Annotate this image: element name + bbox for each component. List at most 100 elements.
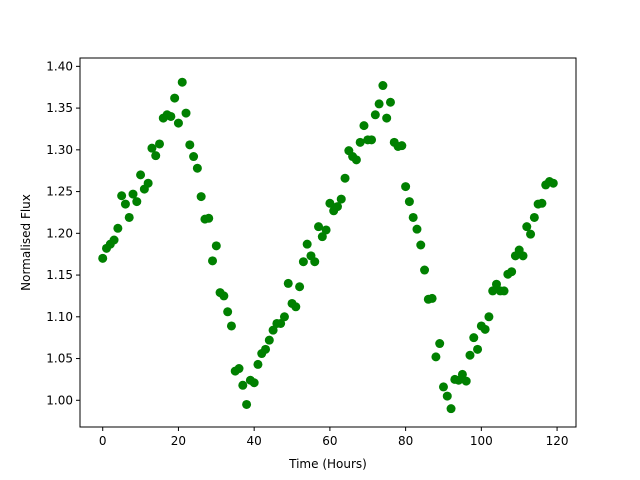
data-point — [128, 189, 138, 199]
data-point — [124, 212, 134, 222]
data-point — [143, 178, 153, 188]
data-point — [109, 235, 119, 245]
data-point — [499, 286, 509, 296]
data-point — [518, 251, 528, 261]
data-point — [435, 339, 445, 349]
data-point — [192, 163, 202, 173]
data-point — [181, 108, 191, 118]
data-point — [196, 192, 206, 202]
data-point — [166, 111, 176, 121]
data-point — [295, 282, 305, 292]
data-point — [469, 333, 479, 343]
data-point — [302, 239, 312, 249]
data-point — [185, 140, 195, 150]
data-point — [325, 198, 335, 208]
data-point — [370, 110, 380, 120]
data-point — [189, 152, 199, 162]
y-tick-label: 1.35 — [46, 101, 73, 115]
x-tick-label: 80 — [398, 434, 413, 448]
data-point — [147, 143, 157, 153]
data-point — [491, 279, 501, 289]
data-point — [537, 198, 547, 208]
data-point — [529, 212, 539, 222]
data-point — [253, 359, 263, 369]
x-tick-label: 40 — [247, 434, 262, 448]
data-point — [351, 155, 361, 165]
data-point — [526, 229, 536, 239]
data-point — [473, 344, 483, 354]
data-point — [98, 253, 108, 263]
y-tick-label: 1.30 — [46, 143, 73, 157]
data-point — [340, 173, 350, 183]
data-point — [416, 240, 426, 250]
data-point — [461, 376, 471, 386]
data-point — [314, 222, 324, 232]
x-axis-ticks: 0 20 40 60 80 100 120 — [99, 427, 569, 448]
data-point — [488, 286, 498, 296]
data-point — [412, 224, 422, 234]
data-point — [113, 223, 123, 233]
scatter-series — [98, 77, 558, 414]
x-tick-label: 120 — [546, 434, 569, 448]
y-axis-label: Normalised Flux — [19, 194, 33, 291]
x-tick-label: 60 — [322, 434, 337, 448]
data-point — [446, 404, 456, 414]
data-point — [173, 118, 183, 128]
data-point — [408, 212, 418, 222]
data-point — [177, 77, 187, 87]
data-point — [332, 202, 342, 212]
data-point — [438, 382, 448, 392]
y-tick-label: 1.15 — [46, 268, 73, 282]
data-point — [208, 256, 218, 266]
data-point — [457, 369, 467, 379]
data-point — [234, 364, 244, 374]
y-tick-label: 1.40 — [46, 59, 73, 73]
y-tick-label: 1.10 — [46, 310, 73, 324]
data-point — [117, 191, 127, 201]
data-point — [401, 182, 411, 192]
data-point — [355, 137, 365, 147]
y-axis-ticks: 1.00 1.05 1.10 1.15 1.20 1.25 1.30 1.35 1.40 — [46, 59, 80, 407]
data-point — [507, 267, 517, 277]
data-point — [298, 257, 308, 267]
data-point — [120, 199, 130, 209]
data-point — [283, 278, 293, 288]
x-tick-label: 0 — [99, 434, 107, 448]
x-tick-label: 20 — [171, 434, 186, 448]
data-point — [359, 121, 369, 131]
data-point — [219, 291, 229, 301]
data-point — [367, 135, 377, 145]
data-point — [480, 324, 490, 334]
data-point — [238, 380, 248, 390]
data-point — [336, 194, 346, 204]
data-point — [442, 391, 452, 401]
data-point — [291, 302, 301, 312]
data-point — [378, 81, 388, 91]
data-point — [242, 399, 252, 409]
data-point — [420, 265, 430, 275]
data-point — [204, 213, 214, 223]
x-tick-label: 100 — [470, 434, 493, 448]
data-point — [522, 222, 532, 232]
data-point — [484, 312, 494, 322]
data-point — [427, 293, 437, 303]
data-point — [136, 170, 146, 180]
data-point — [374, 99, 384, 109]
data-point — [223, 307, 233, 317]
data-point — [226, 321, 236, 331]
x-axis-label: Time (Hours) — [288, 457, 367, 471]
data-point — [132, 197, 142, 207]
data-point — [249, 378, 259, 388]
data-point — [310, 257, 320, 267]
data-point — [264, 335, 274, 345]
y-tick-label: 1.00 — [46, 393, 73, 407]
data-point — [548, 178, 558, 188]
data-point — [431, 352, 441, 362]
data-point — [321, 225, 331, 235]
y-tick-label: 1.05 — [46, 352, 73, 366]
data-point — [276, 318, 286, 328]
data-point — [211, 241, 221, 251]
plot-frame — [79, 57, 577, 428]
data-point — [382, 113, 392, 123]
